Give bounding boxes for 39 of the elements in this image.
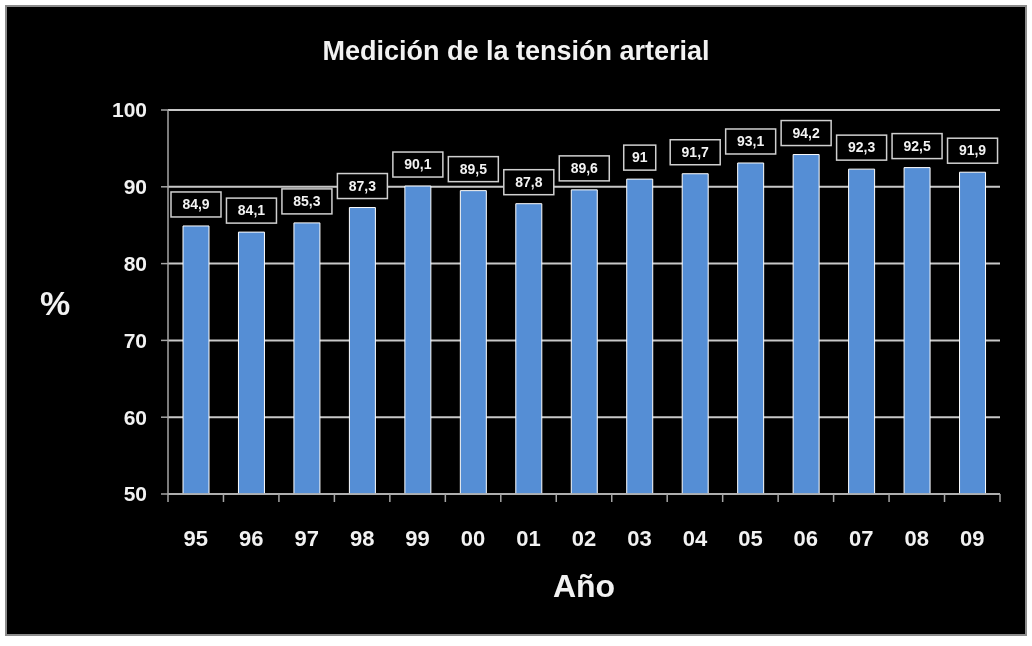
y-tick-label: 80 bbox=[123, 252, 147, 276]
x-tick-label: 07 bbox=[849, 525, 874, 551]
x-tick-label: 99 bbox=[405, 525, 430, 551]
data-label: 87,3 bbox=[348, 177, 377, 194]
x-tick-label: 08 bbox=[904, 525, 930, 551]
data-label: 85,3 bbox=[293, 193, 321, 210]
x-tick-label: 96 bbox=[238, 525, 264, 551]
y-tick-label: 60 bbox=[123, 405, 147, 429]
x-tick-label: 06 bbox=[793, 525, 819, 551]
data-label: 92,5 bbox=[903, 137, 931, 154]
data-label: 89,6 bbox=[570, 160, 599, 177]
x-tick-label: 95 bbox=[183, 525, 208, 551]
x-tick-label: 98 bbox=[349, 525, 375, 551]
x-tick-label: 97 bbox=[294, 525, 319, 551]
data-label: 91,9 bbox=[958, 142, 987, 159]
data-label: 94,2 bbox=[792, 124, 820, 141]
data-label: 93,1 bbox=[737, 133, 765, 150]
data-label: 84,9 bbox=[182, 196, 210, 213]
y-axis-title: % bbox=[38, 284, 72, 323]
chart-title: Medición de la tensión arterial bbox=[321, 36, 711, 67]
x-tick-label: 00 bbox=[460, 525, 486, 551]
x-tick-label: 01 bbox=[516, 525, 541, 551]
x-tick-label: 05 bbox=[738, 525, 763, 551]
y-tick-label: 90 bbox=[123, 175, 147, 199]
x-tick-label: 02 bbox=[571, 525, 597, 551]
y-tick-label: 50 bbox=[123, 482, 147, 506]
data-label: 89,5 bbox=[459, 160, 488, 177]
y-tick-label: 100 bbox=[111, 98, 147, 122]
y-tick-label: 70 bbox=[123, 328, 147, 352]
data-label: 90,1 bbox=[404, 156, 432, 173]
x-tick-label: 04 bbox=[682, 525, 708, 551]
x-tick-label: 09 bbox=[960, 525, 985, 551]
x-tick-label: 03 bbox=[627, 525, 652, 551]
data-label: 84,1 bbox=[237, 202, 266, 219]
data-label: 92,3 bbox=[847, 139, 876, 156]
data-label: 87,8 bbox=[515, 173, 543, 190]
x-axis-title: Año bbox=[551, 568, 617, 605]
data-label: 91,7 bbox=[681, 143, 710, 160]
data-label: 91 bbox=[631, 149, 648, 166]
